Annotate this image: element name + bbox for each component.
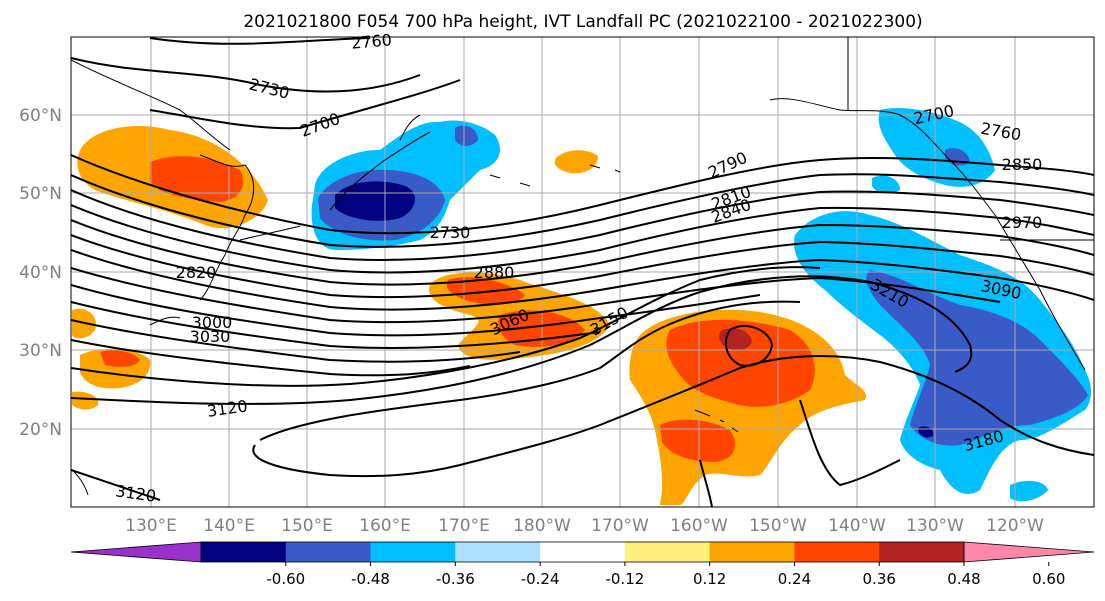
lon-label: 140°W (828, 516, 886, 536)
shade-se-cyan (1010, 480, 1048, 502)
colorbar-extend-high (963, 541, 1095, 563)
colorbar-segment (624, 542, 711, 562)
contour-label: 2730 (430, 223, 471, 242)
lon-label: 150°W (749, 516, 807, 536)
colorbar-frame (200, 541, 965, 563)
colorbar-tick-label: 0.36 (863, 570, 896, 588)
shade-ne-cyan (878, 108, 995, 187)
colorbar-segment (879, 542, 965, 562)
contour-label: 2880 (474, 263, 515, 282)
figure-title: 2021021800 F054 700 hPa height, IVT Land… (243, 12, 922, 32)
contour-label: 2820 (176, 263, 217, 282)
colorbar-tick-label: -0.36 (436, 570, 475, 588)
lat-label: 40°N (19, 263, 62, 283)
lon-label: 140°E (203, 516, 255, 536)
colorbar-segment (455, 542, 541, 562)
colorbar-segment (540, 542, 626, 562)
colorbar-tick-label: 0.60 (1032, 570, 1065, 588)
shade-sw-red (100, 350, 140, 367)
colorbar-tick-label: -0.60 (266, 570, 305, 588)
lon-label: 180°W (513, 516, 571, 536)
coastlines (71, 37, 1094, 496)
shade-nw-red (150, 156, 244, 202)
lat-label: 20°N (19, 420, 62, 440)
colorbar: -0.60 -0.48 -0.36 -0.24 -0.12 0.12 0.24 0.36 0.4… (70, 541, 1095, 588)
lon-label: 160°W (670, 516, 728, 536)
colorbar-extend-low (70, 541, 202, 563)
map-frame (70, 36, 1095, 508)
shade-ne-cyan2 (872, 175, 900, 194)
shade-nw-blue2 (455, 125, 478, 146)
colorbar-tick-label: -0.12 (605, 570, 644, 588)
lon-label: 170°W (591, 516, 649, 536)
colorbar-tick-label: -0.48 (351, 570, 390, 588)
colorbar-tick-label: 0.48 (947, 570, 980, 588)
lon-label: 130°W (906, 516, 964, 536)
height-contours (71, 37, 1094, 507)
contour-label: 3000 (192, 313, 233, 332)
contour-label: 2850 (1002, 155, 1043, 174)
colorbar-tick-label: 0.24 (778, 570, 811, 588)
lat-label: 30°N (19, 341, 62, 361)
lat-label: 60°N (19, 106, 62, 126)
colorbar-segment (709, 542, 795, 562)
shade-nw-navy (335, 181, 416, 221)
contour-label: 2760 (350, 30, 392, 52)
graticule (71, 37, 1094, 507)
map-panel: 2760 2730 2700 2790 2810 2840 2730 2700 … (70, 30, 1095, 508)
shade-east-red3 (660, 419, 735, 462)
colorbar-segment (370, 542, 456, 562)
lon-label: 130°E (125, 516, 177, 536)
shade-small-orange (554, 150, 598, 174)
colorbar-tick-label: 0.12 (693, 570, 726, 588)
lon-label: 160°E (359, 516, 411, 536)
colorbar-segment (201, 542, 287, 562)
colorbar-segment (285, 542, 372, 562)
contour-label: 2970 (1002, 213, 1043, 232)
shade-south-orange (72, 391, 99, 410)
lon-label: 120°W (986, 516, 1044, 536)
shade-east-blue (866, 270, 1088, 446)
colorbar-tick-label: -0.24 (521, 570, 560, 588)
lat-label: 50°N (19, 184, 62, 204)
lon-label: 150°E (281, 516, 333, 536)
longitude-labels: 130°E 140°E 150°E 160°E 170°E 180°W 170°… (125, 516, 1044, 536)
latitude-labels: 60°N 50°N 40°N 30°N 20°N (19, 106, 62, 440)
lon-label: 170°E (438, 516, 490, 536)
contour-label: 3030 (190, 327, 231, 346)
colorbar-segment (794, 542, 880, 562)
